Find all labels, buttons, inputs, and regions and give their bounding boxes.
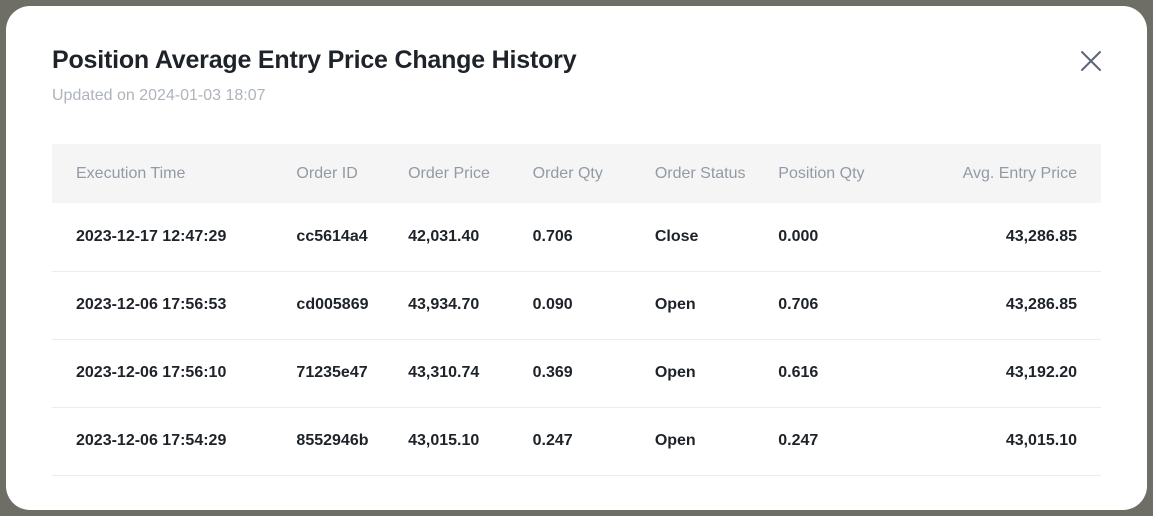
table-cell: 2023-12-06 17:54:29	[76, 432, 227, 449]
table-cell: 0.000	[778, 227, 819, 245]
table-cell: 43,286.85	[1005, 296, 1077, 313]
updated-timestamp: Updated on 2024-01-03 18:07	[52, 87, 266, 104]
column-header: Order ID	[296, 164, 358, 182]
entry-price-history-modal: Position Average Entry Price Change Hist…	[6, 6, 1147, 510]
table-row: 2023-12-06 17:54:29 8552946b 43,015.10 0.24…	[52, 407, 1101, 475]
close-icon	[1081, 51, 1101, 71]
modal-title: Position Average Entry Price Change Hist…	[52, 46, 577, 74]
table-cell: cc5614a4	[296, 227, 368, 245]
table-cell: 8552946b	[296, 432, 369, 449]
table-cell: Open	[654, 432, 696, 449]
column-header: Order Status	[654, 164, 746, 182]
column-header: Avg. Entry Price	[962, 164, 1077, 182]
table-cell: 43,286.85	[1005, 227, 1077, 245]
table-cell: 2023-12-06 17:56:53	[76, 296, 227, 313]
table-cell: 2023-12-06 17:56:10	[76, 364, 227, 381]
table-cell: 0.706	[778, 296, 819, 313]
table-cell: 0.706	[532, 227, 573, 245]
table-cell: 43,310.74	[408, 364, 480, 381]
history-table: Execution Time Order ID Order Price Order Q…	[52, 144, 1101, 476]
table-cell: 43,934.70	[408, 296, 480, 313]
column-header: Order Price	[408, 164, 490, 182]
table-row: 2023-12-06 17:56:53 cd005869 43,934.70 0.09…	[52, 271, 1101, 339]
table-cell: 43,015.10	[1005, 432, 1077, 449]
table-cell: 43,192.20	[1005, 364, 1077, 381]
table-cell: 71235e47	[296, 364, 368, 381]
table-cell: cd005869	[296, 296, 369, 313]
table-cell: Close	[654, 227, 699, 245]
table-cell: 0.090	[532, 296, 573, 313]
column-header: Order Qty	[532, 164, 603, 182]
table-cell: 0.247	[532, 432, 573, 449]
table-cell: 0.369	[532, 364, 573, 381]
table-cell: 0.616	[778, 364, 819, 381]
table-cell: 2023-12-17 12:47:29	[76, 227, 227, 245]
table-cell: 0.247	[778, 432, 819, 449]
close-button[interactable]	[1078, 48, 1104, 74]
table-cell: Open	[654, 364, 696, 381]
column-header: Execution Time	[76, 164, 186, 182]
table-cell: 43,015.10	[408, 432, 480, 449]
table-cell: 42,031.40	[408, 227, 480, 245]
column-header: Position Qty	[778, 164, 865, 182]
table-cell: Open	[654, 296, 696, 313]
table-row: 2023-12-17 12:47:29 cc5614a4 42,031.40 0.70…	[52, 203, 1101, 271]
table-header: Execution Time Order ID Order Price Order Q…	[52, 144, 1101, 203]
table-row: 2023-12-06 17:56:10 71235e47 43,310.74 0.36…	[52, 339, 1101, 407]
